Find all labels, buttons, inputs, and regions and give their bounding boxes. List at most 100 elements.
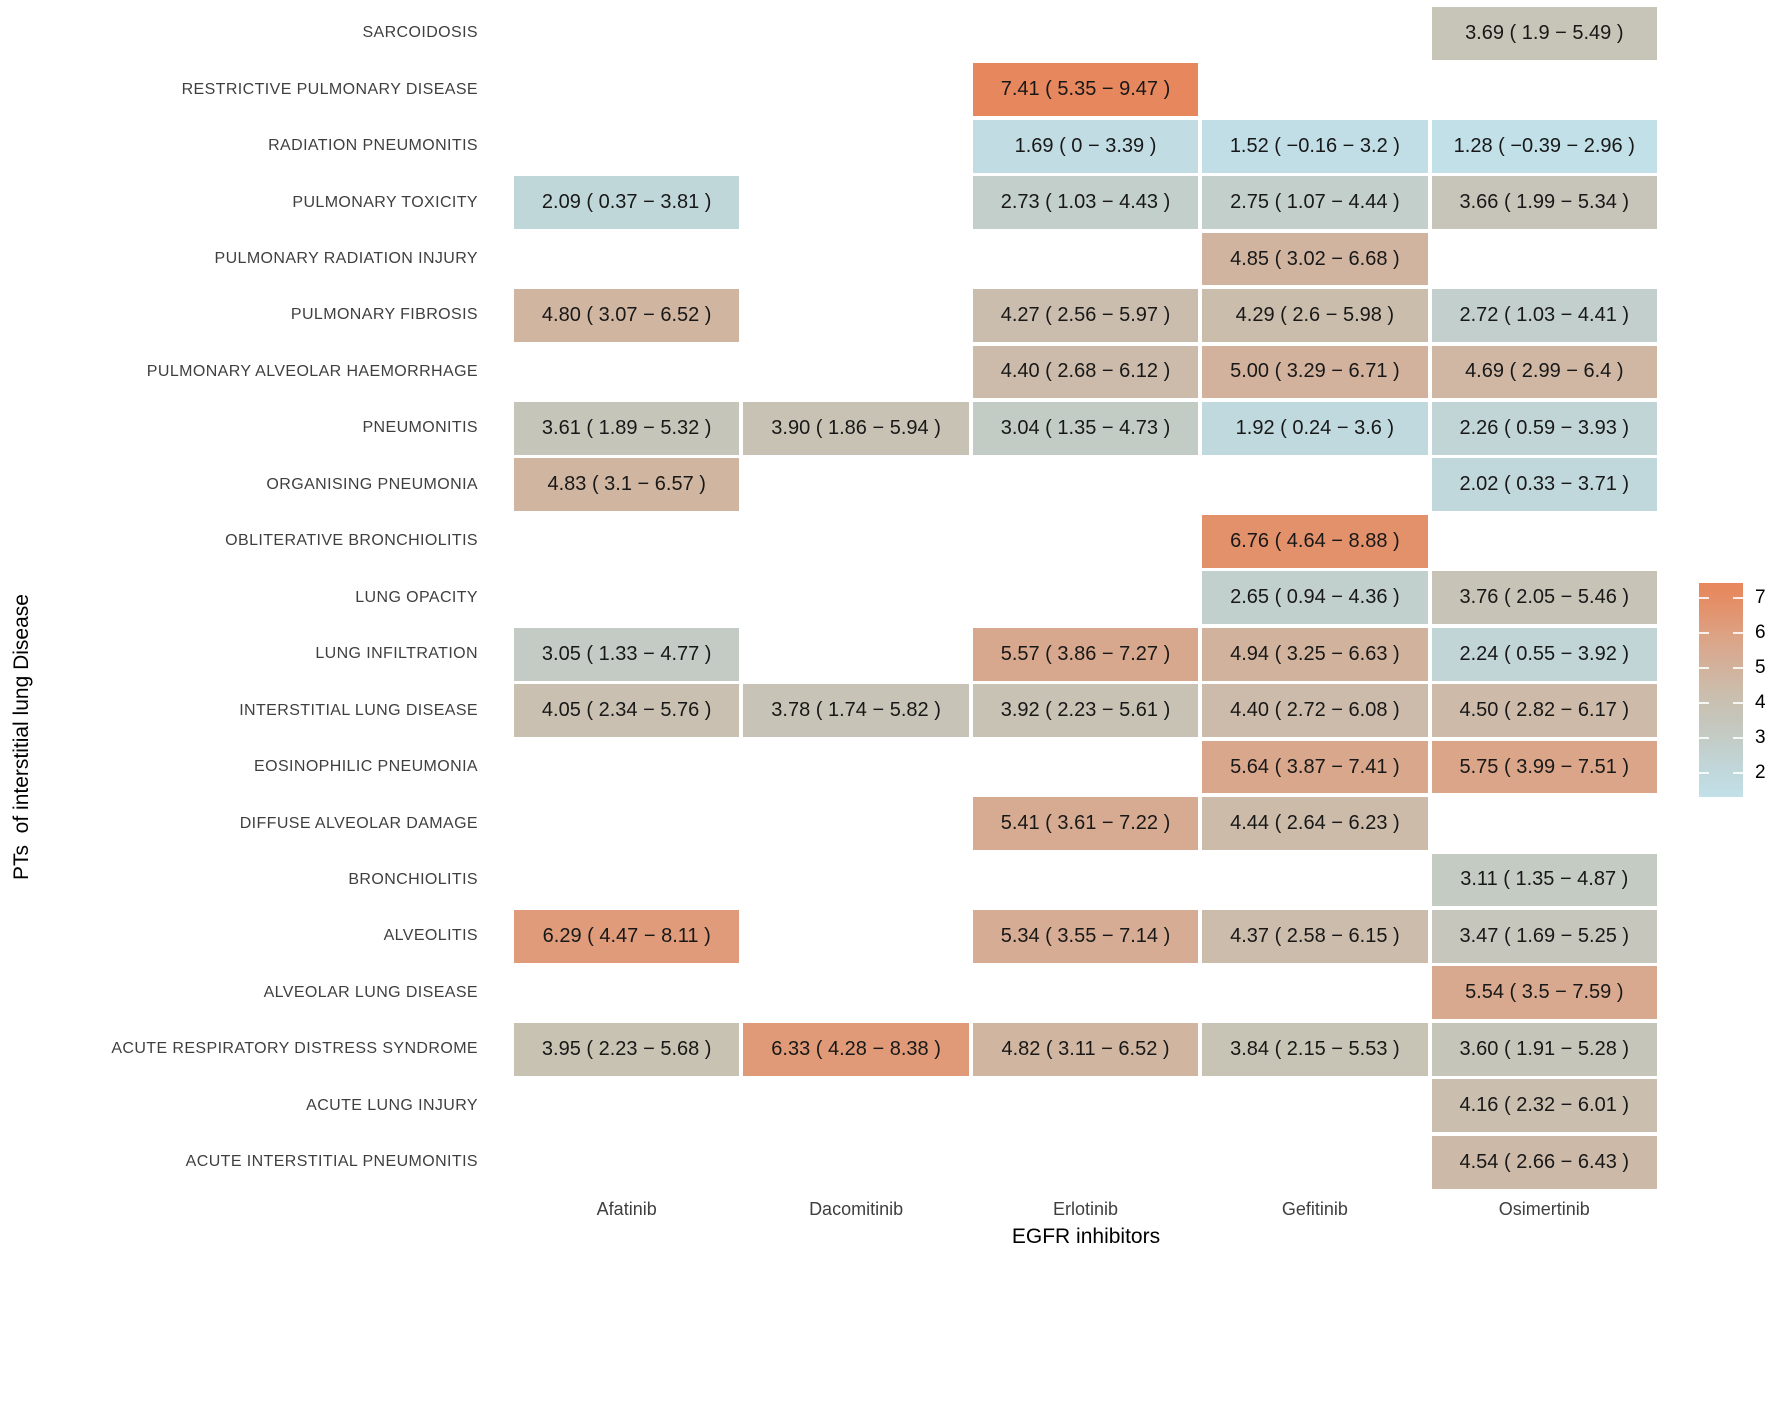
- heatmap-cell: 2.26 ( 0.59 − 3.93 ): [1431, 401, 1657, 455]
- row-label: LUNG OPACITY: [355, 588, 478, 606]
- heatmap-cell: 4.40 ( 2.68 − 6.12 ): [972, 345, 1199, 399]
- heatmap-cell: 4.40 ( 2.72 − 6.08 ): [1202, 684, 1428, 738]
- heatmap-cell: 4.29 ( 2.6 − 5.98 ): [1202, 289, 1428, 342]
- heatmap-cell: 6.76 ( 4.64 − 8.88 ): [1202, 514, 1428, 568]
- row-label: INTERSTITIAL LUNG DISEASE: [239, 701, 478, 719]
- heatmap-cell: 3.60 ( 1.91 − 5.28 ): [1431, 1022, 1657, 1076]
- row-label: LUNG INFILTRATION: [315, 645, 478, 663]
- row-label: ORGANISING PNEUMONIA: [266, 475, 478, 493]
- heatmap-cell: 4.27 ( 2.56 − 5.97 ): [972, 289, 1199, 342]
- heatmap-cell: 3.05 ( 1.33 − 4.77 ): [514, 627, 740, 681]
- heatmap-cell: 7.41 ( 5.35 − 9.47 ): [972, 63, 1199, 117]
- heatmap-cell: 3.04 ( 1.35 − 4.73 ): [972, 401, 1199, 455]
- row-label: PULMONARY FIBROSIS: [290, 306, 478, 324]
- legend-tick-mark: [1699, 597, 1709, 600]
- heatmap-cell: 3.47 ( 1.69 − 5.25 ): [1431, 910, 1657, 963]
- heatmap-cell: 2.65 ( 0.94 − 4.36 ): [1202, 571, 1428, 625]
- heatmap-cell: 6.29 ( 4.47 − 8.11 ): [514, 910, 740, 963]
- legend-tick-label: 5: [1755, 657, 1766, 679]
- heatmap-cell: 4.37 ( 2.58 − 6.15 ): [1202, 910, 1428, 963]
- column-label: Afatinib: [596, 1199, 657, 1219]
- legend-tick-mark: [1699, 632, 1709, 635]
- heatmap-cell: 5.64 ( 3.87 − 7.41 ): [1202, 740, 1428, 794]
- legend-tick-mark: [1699, 772, 1709, 775]
- legend-tick-mark: [1733, 632, 1743, 635]
- heatmap-cell: 3.78 ( 1.74 − 5.82 ): [743, 684, 969, 738]
- legend-tick-label: 7: [1755, 587, 1766, 609]
- legend-tick-mark: [1733, 702, 1743, 705]
- heatmap-cell: 3.69 ( 1.9 − 5.49 ): [1431, 6, 1657, 60]
- row-label: ACUTE RESPIRATORY DISTRESS SYNDROME: [111, 1040, 478, 1058]
- row-label: PNEUMONITIS: [362, 419, 478, 437]
- row-label: SARCOIDOSIS: [362, 24, 478, 42]
- heatmap-cell: 1.69 ( 0 − 3.39 ): [972, 119, 1199, 173]
- heatmap-cell: 4.44 ( 2.64 − 6.23 ): [1202, 797, 1428, 850]
- heatmap-cell: 5.75 ( 3.99 − 7.51 ): [1431, 740, 1657, 794]
- legend-tick-mark: [1699, 667, 1709, 670]
- heatmap-cell: 4.16 ( 2.32 − 6.01 ): [1431, 1079, 1657, 1133]
- heatmap-cell: 5.41 ( 3.61 − 7.22 ): [972, 797, 1199, 850]
- heatmap-cell: 5.34 ( 3.55 − 7.14 ): [972, 910, 1199, 963]
- legend-tick-mark: [1733, 667, 1743, 670]
- heatmap-cell: 4.05 ( 2.34 − 5.76 ): [514, 684, 740, 738]
- column-label: Dacomitinib: [809, 1199, 904, 1219]
- heatmap-cell: 3.92 ( 2.23 − 5.61 ): [972, 684, 1199, 738]
- heatmap-cell: 4.85 ( 3.02 − 6.68 ): [1202, 232, 1428, 286]
- row-label: PULMONARY RADIATION INJURY: [214, 250, 478, 268]
- row-label: PULMONARY ALVEOLAR HAEMORRHAGE: [146, 362, 478, 380]
- legend-tick-mark: [1699, 737, 1709, 740]
- heatmap-cell: 2.72 ( 1.03 − 4.41 ): [1431, 289, 1657, 342]
- row-label: ACUTE LUNG INJURY: [306, 1096, 478, 1114]
- row-label: DIFFUSE ALVEOLAR DAMAGE: [239, 814, 478, 832]
- heatmap-cell: 5.57 ( 3.86 − 7.27 ): [972, 627, 1199, 681]
- heatmap-cell: 3.84 ( 2.15 − 5.53 ): [1202, 1022, 1428, 1076]
- legend-tick-label: 2: [1755, 762, 1766, 784]
- heatmap-cell: 1.52 ( −0.16 − 3.2 ): [1202, 119, 1428, 173]
- heatmap-cell: 4.83 ( 3.1 − 6.57 ): [514, 458, 740, 512]
- heatmap-cell: 2.73 ( 1.03 − 4.43 ): [972, 176, 1199, 229]
- heatmap-cell: 3.90 ( 1.86 − 5.94 ): [743, 401, 969, 455]
- legend-tick-label: 4: [1755, 692, 1766, 714]
- legend-tick-label: 3: [1755, 727, 1766, 749]
- heatmap-cell: 5.54 ( 3.5 − 7.59 ): [1431, 966, 1657, 1020]
- row-label: OBLITERATIVE BRONCHIOLITIS: [225, 532, 478, 550]
- legend-tick-mark: [1733, 737, 1743, 740]
- heatmap-cell: 3.61 ( 1.89 − 5.32 ): [514, 401, 740, 455]
- row-label: ALVEOLITIS: [383, 927, 478, 945]
- column-label: Erlotinib: [1052, 1199, 1118, 1219]
- heatmap-cell: 4.50 ( 2.82 − 6.17 ): [1431, 684, 1657, 738]
- heatmap-cell: 3.66 ( 1.99 − 5.34 ): [1431, 176, 1657, 229]
- heatmap-cell: 2.24 ( 0.55 − 3.92 ): [1431, 627, 1657, 681]
- column-label: Osimertinib: [1498, 1199, 1590, 1219]
- legend-tick-mark: [1699, 702, 1709, 705]
- row-label: PULMONARY TOXICITY: [292, 193, 478, 211]
- heatmap-cell: 3.11 ( 1.35 − 4.87 ): [1431, 853, 1657, 907]
- row-label: RADIATION PNEUMONITIS: [268, 137, 478, 155]
- heatmap-cell: 4.82 ( 3.11 − 6.52 ): [972, 1022, 1199, 1076]
- color-legend-gradient-bar: [1699, 583, 1743, 797]
- heatmap-cell: 2.75 ( 1.07 − 4.44 ): [1202, 176, 1428, 229]
- heatmap-cell: 5.00 ( 3.29 − 6.71 ): [1202, 345, 1428, 399]
- legend-tick-mark: [1733, 597, 1743, 600]
- heatmap-cell: 6.33 ( 4.28 − 8.38 ): [743, 1022, 969, 1076]
- row-label: EOSINOPHILIC PNEUMONIA: [254, 758, 478, 776]
- row-label: ACUTE INTERSTITIAL PNEUMONITIS: [185, 1153, 478, 1171]
- column-label: Gefitinib: [1281, 1199, 1348, 1219]
- heatmap-cell: 4.94 ( 3.25 − 6.63 ): [1202, 627, 1428, 681]
- row-label: BRONCHIOLITIS: [348, 870, 478, 888]
- row-label: RESTRICTIVE PULMONARY DISEASE: [181, 80, 478, 98]
- heatmap-cell: 2.02 ( 0.33 − 3.71 ): [1431, 458, 1657, 512]
- legend-tick-label: 6: [1755, 622, 1766, 644]
- row-label: ALVEOLAR LUNG DISEASE: [263, 983, 478, 1001]
- legend-tick-mark: [1733, 772, 1743, 775]
- heatmap-cell: 1.28 ( −0.39 − 2.96 ): [1431, 119, 1657, 173]
- heatmap-cell: 4.69 ( 2.99 − 6.4 ): [1431, 345, 1657, 399]
- x-axis-title: EGFR inhibitors: [1011, 1225, 1161, 1248]
- heatmap-cell: 3.95 ( 2.23 − 5.68 ): [514, 1022, 740, 1076]
- heatmap-cell: 4.54 ( 2.66 − 6.43 ): [1431, 1135, 1657, 1189]
- heatmap-cell: 1.92 ( 0.24 − 3.6 ): [1202, 401, 1428, 455]
- heatmap-cell: 4.80 ( 3.07 − 6.52 ): [514, 289, 740, 342]
- heatmap-cell: 2.09 ( 0.37 − 3.81 ): [514, 176, 740, 229]
- heatmap-cell: 3.76 ( 2.05 − 5.46 ): [1431, 571, 1657, 625]
